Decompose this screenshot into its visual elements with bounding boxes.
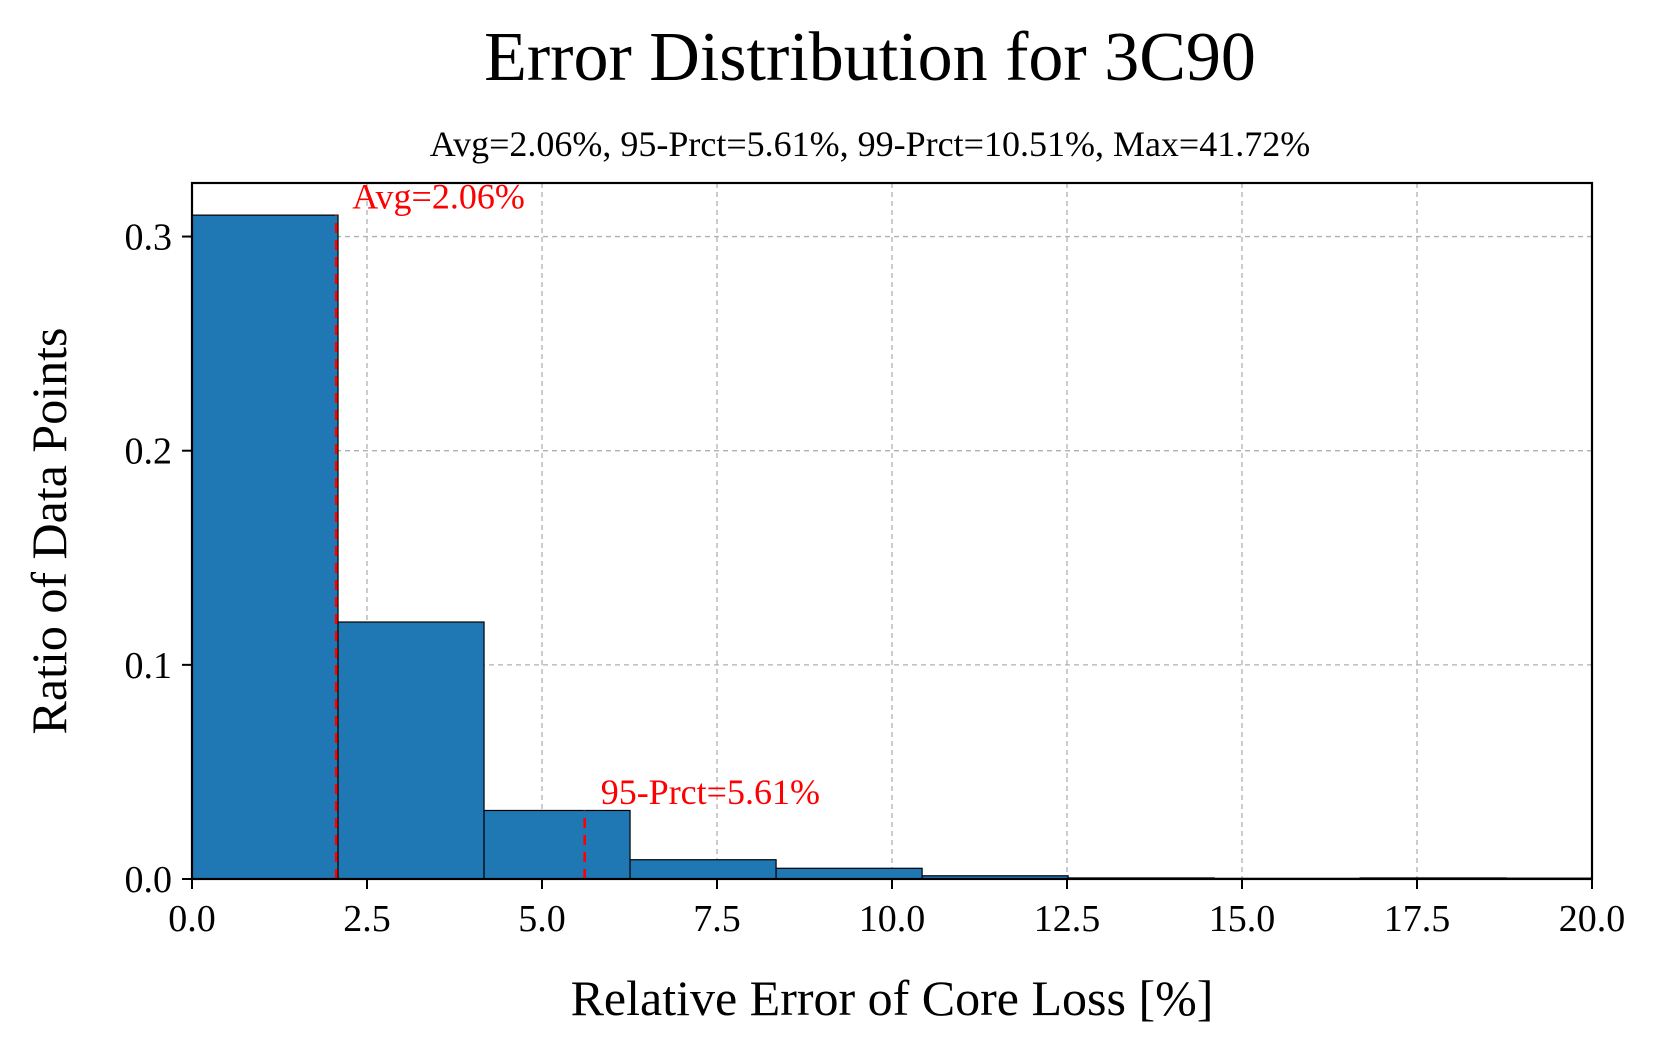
- x-tick-label: 5.0: [518, 898, 566, 940]
- y-axis-label: Ratio of Data Points: [21, 328, 77, 735]
- x-tick-label: 15.0: [1209, 898, 1276, 940]
- x-tick-label: 10.0: [859, 898, 926, 940]
- histogram-bar: [775, 867, 923, 879]
- chart-title: Error Distribution for 3C90: [484, 19, 1256, 96]
- y-tick-label: 0.1: [125, 645, 173, 687]
- y-tick-label: 0.3: [125, 217, 173, 259]
- y-tick-label: 0.2: [125, 431, 173, 473]
- x-tick-label: 0.0: [168, 898, 216, 940]
- histogram-bar: [483, 809, 631, 879]
- x-tick-label: 17.5: [1384, 898, 1451, 940]
- histogram-bar: [192, 214, 339, 879]
- histogram-bar: [337, 621, 485, 879]
- x-axis-label: Relative Error of Core Loss [%]: [571, 970, 1214, 1026]
- chart-subtitle: Avg=2.06%, 95-Prct=5.61%, 99-Prct=10.51%…: [430, 124, 1310, 164]
- histogram-bars: [192, 214, 1592, 879]
- x-tick-label: 20.0: [1559, 898, 1626, 940]
- marker-label: 95-Prct=5.61%: [601, 772, 820, 812]
- x-tick-label: 7.5: [693, 898, 741, 940]
- histogram-bar: [629, 859, 777, 879]
- x-tick-label: 12.5: [1034, 898, 1101, 940]
- axis-ticks: 0.0 2.5 5.0 7.5 10.0 12.5 15.0 17.5 20.0 0.0 0.1 0.…: [125, 217, 1626, 940]
- x-tick-label: 2.5: [343, 898, 391, 940]
- y-tick-label: 0.0: [125, 859, 173, 901]
